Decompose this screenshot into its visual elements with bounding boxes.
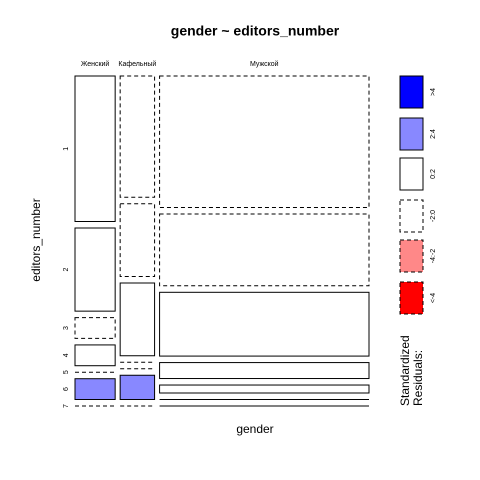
mosaic-cell xyxy=(74,75,116,222)
mosaic-cell xyxy=(159,75,370,209)
legend-label: <-4 xyxy=(430,293,437,303)
legend-title: StandardizedResiduals: xyxy=(398,335,425,406)
legend-swatch xyxy=(399,75,424,109)
row-label: 3 xyxy=(63,326,70,330)
mosaic-cell xyxy=(74,344,116,367)
legend-label: -2:0 xyxy=(430,210,437,222)
mosaic-cell xyxy=(119,203,156,277)
legend-swatch xyxy=(399,199,424,233)
mosaic-cell xyxy=(119,374,156,400)
column-label: Мужской xyxy=(250,60,279,68)
legend-label: -4:-2 xyxy=(430,249,437,264)
mosaic-cell xyxy=(119,282,156,357)
chart-title: gender ~ editors_number xyxy=(171,23,340,39)
legend-swatch xyxy=(399,281,424,315)
mosaic-cell xyxy=(74,317,116,339)
row-label: 6 xyxy=(63,387,70,391)
legend-swatch xyxy=(399,157,424,191)
row-label: 2 xyxy=(63,268,70,272)
mosaic-cell xyxy=(74,378,116,401)
row-label: 1 xyxy=(63,147,70,151)
legend-label: 0:2 xyxy=(430,169,437,179)
legend-label: >4 xyxy=(430,88,437,96)
y-axis-label: editors_number xyxy=(29,198,43,281)
column-label: Женский xyxy=(81,60,110,68)
mosaic-cell xyxy=(159,384,370,394)
row-label: 7 xyxy=(63,404,70,408)
mosaic-cell xyxy=(159,213,370,287)
mosaic-cell xyxy=(119,75,156,198)
row-label: 4 xyxy=(63,353,70,357)
legend-label: 2:4 xyxy=(430,129,437,139)
x-axis-label: gender xyxy=(236,422,273,436)
legend-swatch xyxy=(399,239,424,273)
row-label: 5 xyxy=(63,370,70,374)
column-label: Кафельный xyxy=(118,60,156,68)
mosaic-cell xyxy=(159,291,370,357)
mosaic-cell xyxy=(159,362,370,380)
legend-swatch xyxy=(399,117,424,151)
mosaic-cell xyxy=(74,227,116,312)
